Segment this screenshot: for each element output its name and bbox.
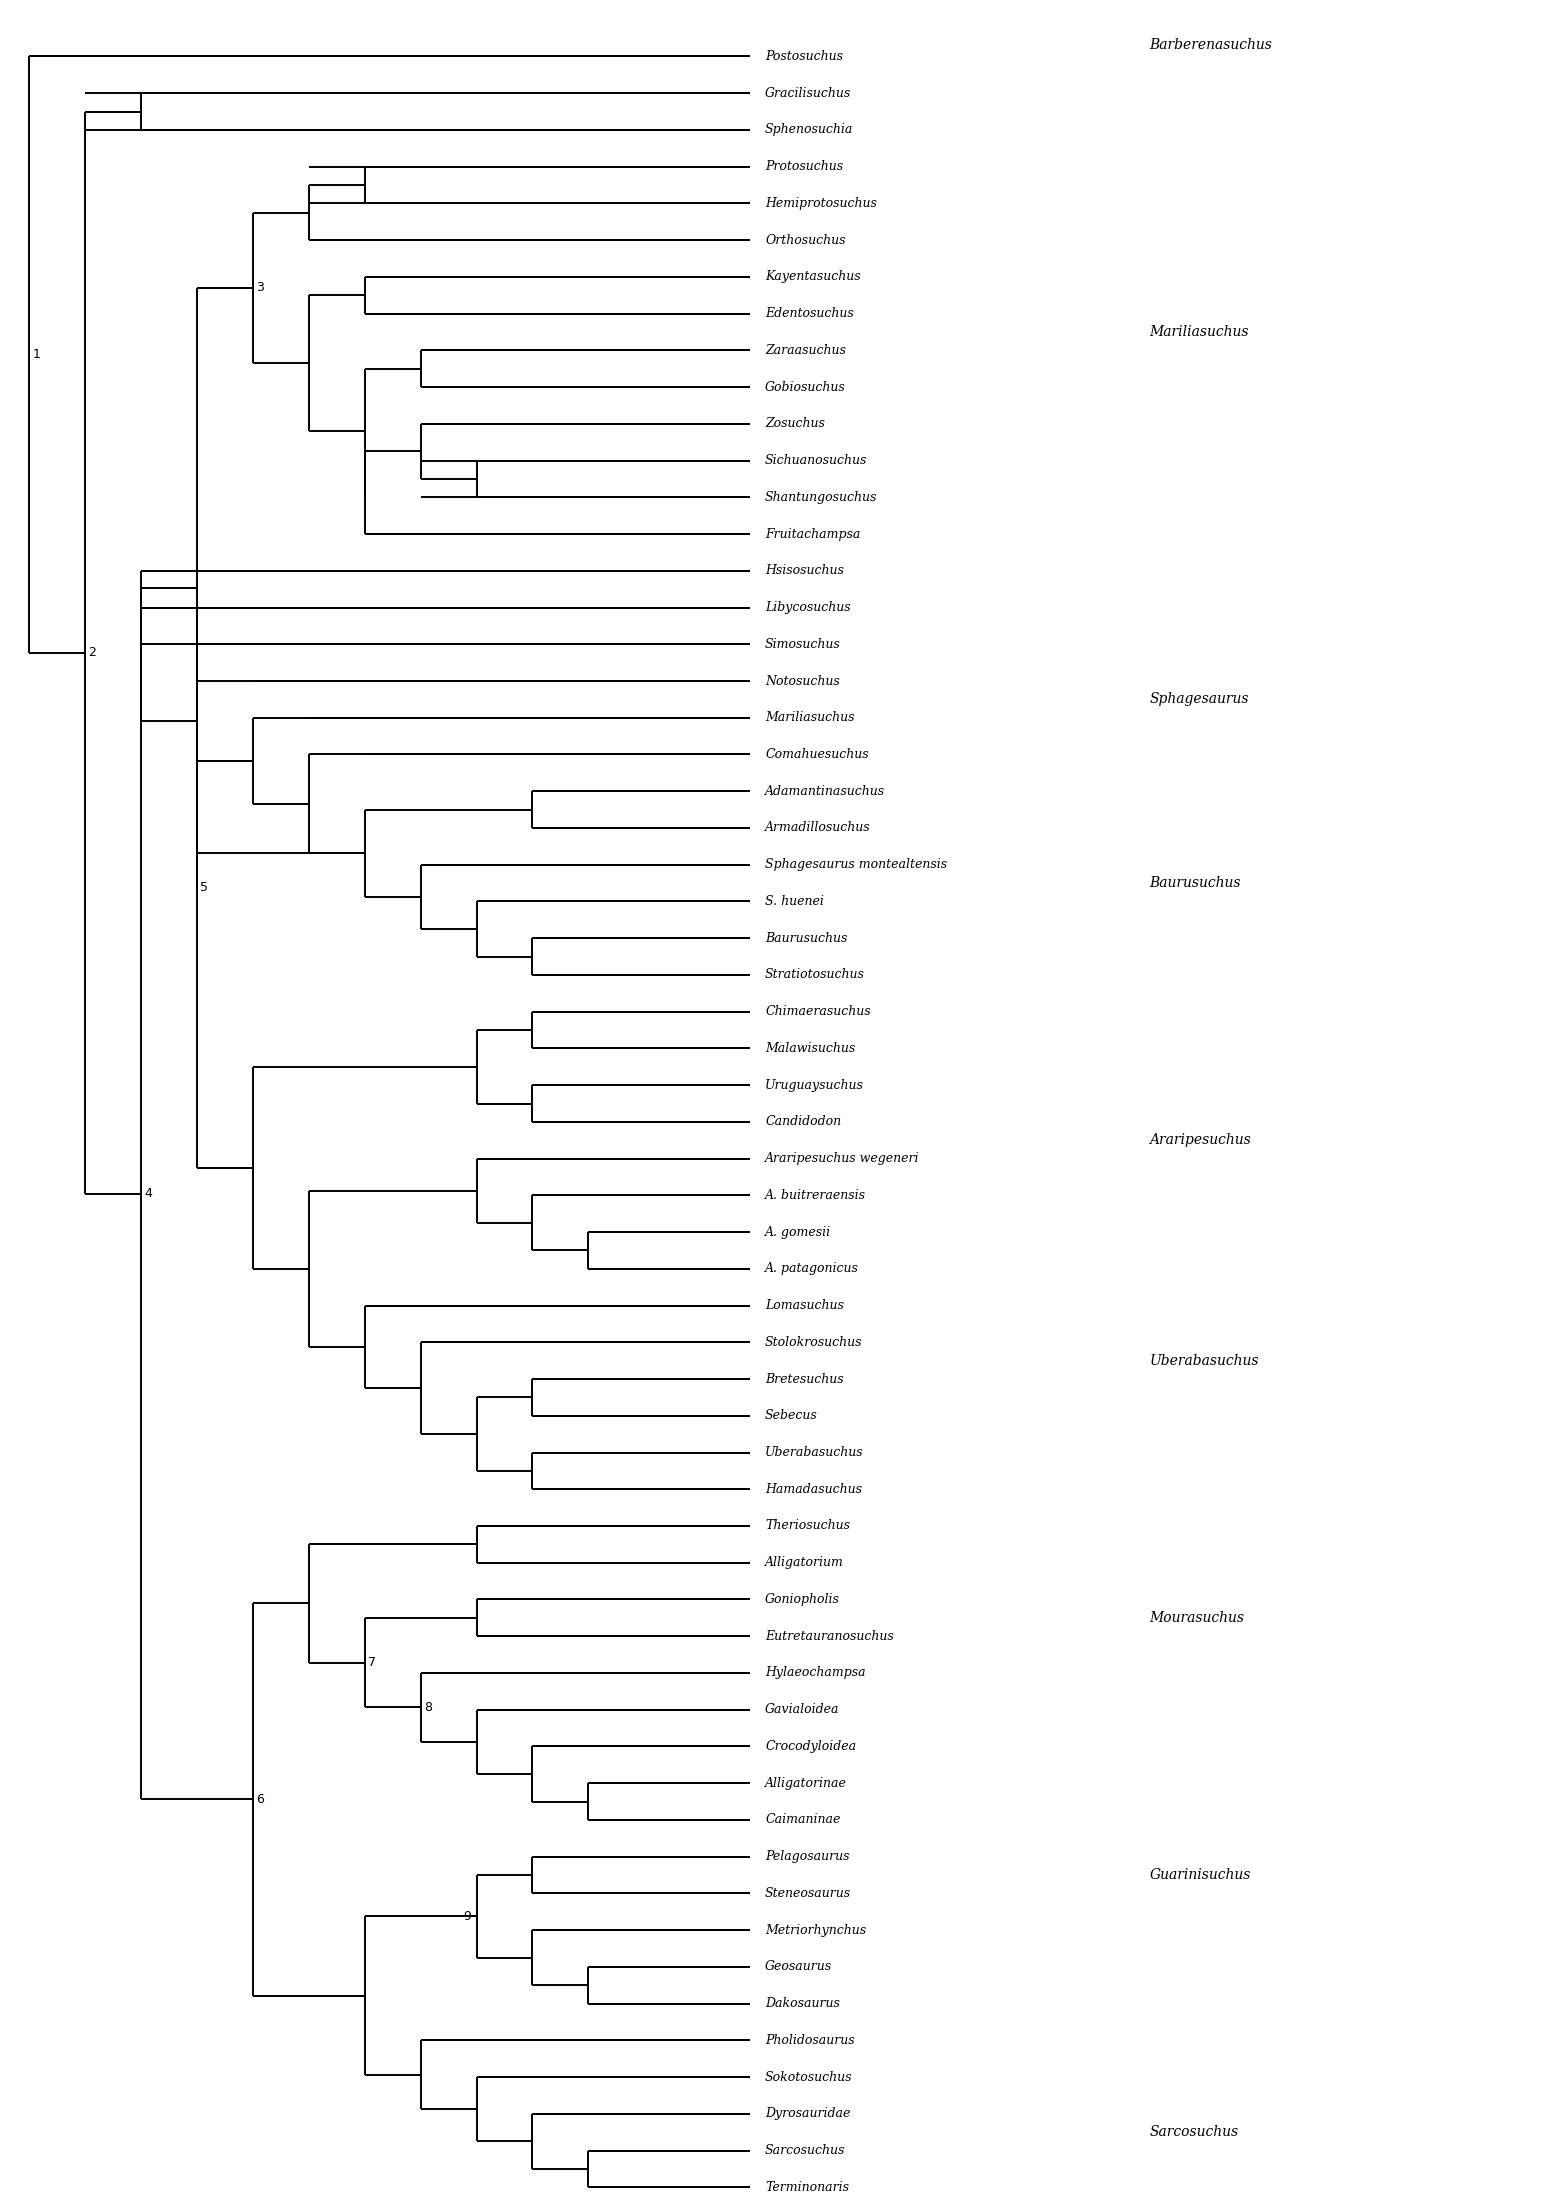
Text: Protosuchus: Protosuchus [765, 161, 843, 172]
Text: 9: 9 [463, 1909, 471, 1922]
Text: A. gomesii: A. gomesii [765, 1225, 831, 1238]
Text: Dakosaurus: Dakosaurus [765, 1997, 840, 2011]
Text: Gracilisuchus: Gracilisuchus [765, 86, 851, 99]
Text: Postosuchus: Postosuchus [765, 51, 843, 64]
Text: Mourasuchus: Mourasuchus [1149, 1611, 1244, 1624]
Text: Hemiprotosuchus: Hemiprotosuchus [765, 196, 876, 210]
Text: Geosaurus: Geosaurus [765, 1960, 833, 1973]
Text: Lomasuchus: Lomasuchus [765, 1300, 843, 1311]
Text: Comahuesuchus: Comahuesuchus [765, 748, 868, 761]
Text: 4: 4 [143, 1187, 153, 1201]
Text: 3: 3 [256, 280, 263, 294]
Text: Mariliasuchus: Mariliasuchus [765, 711, 854, 724]
Text: Shantungosuchus: Shantungosuchus [765, 490, 878, 503]
Text: A. buitreraensis: A. buitreraensis [765, 1190, 867, 1203]
Text: Baurusuchus: Baurusuchus [765, 931, 848, 945]
Text: 5: 5 [200, 881, 207, 894]
Text: Sphenosuchia: Sphenosuchia [765, 124, 853, 137]
Text: A. patagonicus: A. patagonicus [765, 1262, 859, 1276]
Text: Uruguaysuchus: Uruguaysuchus [765, 1079, 864, 1092]
Text: Sebecus: Sebecus [765, 1410, 818, 1421]
Text: Adamantinasuchus: Adamantinasuchus [765, 786, 886, 797]
Text: Sichuanosuchus: Sichuanosuchus [765, 455, 867, 468]
Text: Libycosuchus: Libycosuchus [765, 600, 851, 614]
Text: Steneosaurus: Steneosaurus [765, 1887, 851, 1900]
Text: Barberenasuchus: Barberenasuchus [1149, 38, 1272, 53]
Text: Terminonaris: Terminonaris [765, 2181, 850, 2194]
Text: Bretesuchus: Bretesuchus [765, 1373, 843, 1386]
Text: Guarinisuchus: Guarinisuchus [1149, 1867, 1250, 1883]
Text: Stolokrosuchus: Stolokrosuchus [765, 1335, 862, 1348]
Text: Zosuchus: Zosuchus [765, 417, 825, 430]
Text: Gobiosuchus: Gobiosuchus [765, 380, 847, 393]
Text: Hylaeochampsa: Hylaeochampsa [765, 1666, 865, 1680]
Text: Pholidosaurus: Pholidosaurus [765, 2035, 854, 2046]
Text: Uberabasuchus: Uberabasuchus [765, 1446, 864, 1459]
Text: Goniopholis: Goniopholis [765, 1593, 840, 1607]
Text: Dyrosauridae: Dyrosauridae [765, 2108, 850, 2121]
Text: Orthosuchus: Orthosuchus [765, 234, 845, 247]
Text: Araripesuchus: Araripesuchus [1149, 1132, 1250, 1148]
Text: Malawisuchus: Malawisuchus [765, 1042, 856, 1055]
Text: Edentosuchus: Edentosuchus [765, 307, 854, 320]
Text: 2: 2 [89, 647, 97, 660]
Text: 7: 7 [368, 1655, 376, 1668]
Text: Sokotosuchus: Sokotosuchus [765, 2070, 853, 2083]
Text: Candidodon: Candidodon [765, 1115, 842, 1128]
Text: Uberabasuchus: Uberabasuchus [1149, 1353, 1258, 1368]
Text: Araripesuchus wegeneri: Araripesuchus wegeneri [765, 1152, 920, 1165]
Text: Hamadasuchus: Hamadasuchus [765, 1483, 862, 1496]
Text: Theriosuchus: Theriosuchus [765, 1518, 850, 1532]
Text: Sphagesaurus montealtensis: Sphagesaurus montealtensis [765, 859, 948, 872]
Text: Sarcosuchus: Sarcosuchus [1149, 2125, 1238, 2139]
Text: Alligatorinae: Alligatorinae [765, 1777, 847, 1790]
Text: Mariliasuchus: Mariliasuchus [1149, 324, 1249, 340]
Text: Alligatorium: Alligatorium [765, 1556, 843, 1569]
Text: Baurusuchus: Baurusuchus [1149, 876, 1241, 889]
Text: Notosuchus: Notosuchus [765, 675, 840, 689]
Text: 6: 6 [256, 1792, 263, 1805]
Text: Pelagosaurus: Pelagosaurus [765, 1849, 850, 1863]
Text: S. huenei: S. huenei [765, 896, 823, 907]
Text: Stratiotosuchus: Stratiotosuchus [765, 969, 865, 982]
Text: Hsisosuchus: Hsisosuchus [765, 565, 843, 578]
Text: Zaraasuchus: Zaraasuchus [765, 344, 847, 358]
Text: Kayentasuchus: Kayentasuchus [765, 271, 861, 282]
Text: Sarcosuchus: Sarcosuchus [765, 2143, 845, 2156]
Text: Simosuchus: Simosuchus [765, 638, 840, 651]
Text: 1: 1 [33, 349, 41, 362]
Text: Fruitachampsa: Fruitachampsa [765, 527, 861, 541]
Text: Armadillosuchus: Armadillosuchus [765, 821, 870, 834]
Text: 8: 8 [424, 1702, 432, 1715]
Text: Crocodyloidea: Crocodyloidea [765, 1739, 856, 1752]
Text: Eutretauranosuchus: Eutretauranosuchus [765, 1629, 893, 1642]
Text: Chimaerasuchus: Chimaerasuchus [765, 1004, 870, 1017]
Text: Metriorhynchus: Metriorhynchus [765, 1925, 867, 1936]
Text: Sphagesaurus: Sphagesaurus [1149, 693, 1249, 706]
Text: Caimaninae: Caimaninae [765, 1814, 840, 1827]
Text: Gavialoidea: Gavialoidea [765, 1704, 840, 1717]
